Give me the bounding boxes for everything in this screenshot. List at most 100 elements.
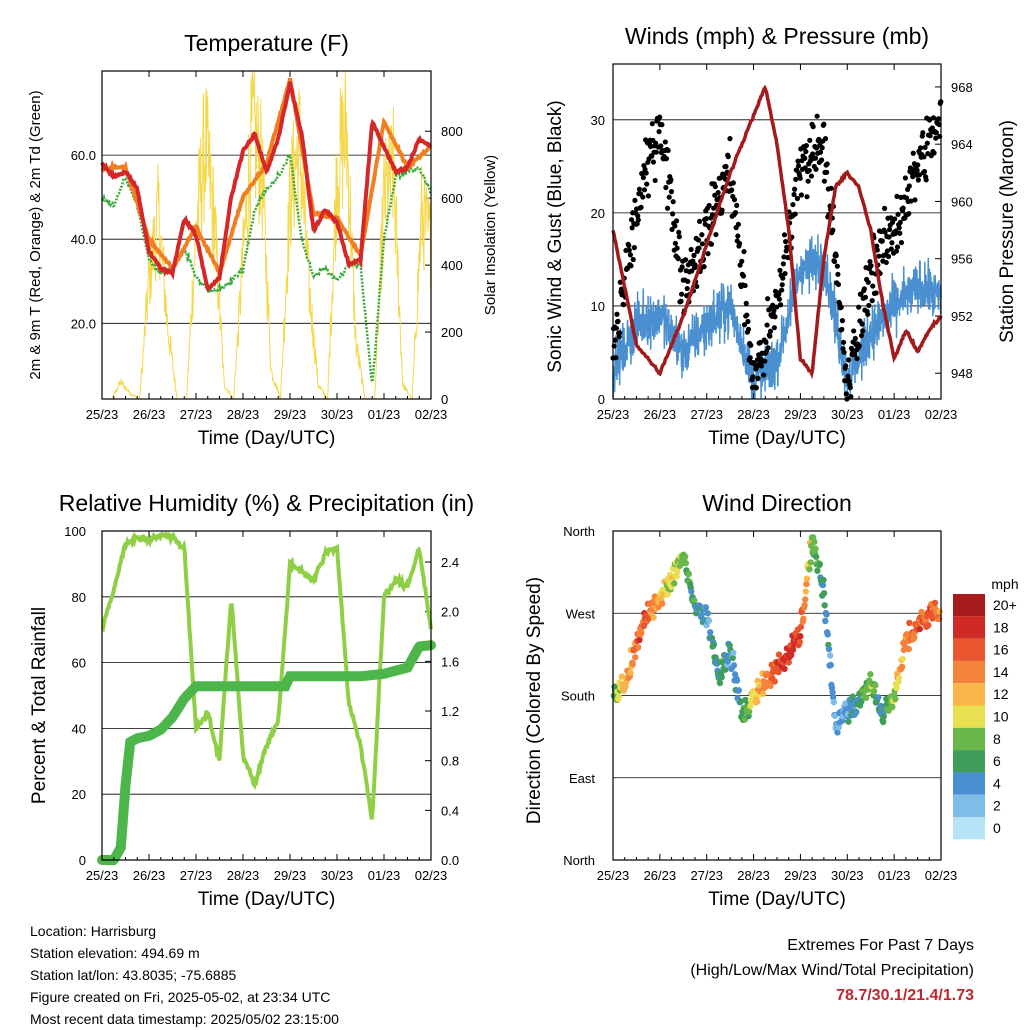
gust-point (883, 259, 889, 266)
direction-point (673, 573, 680, 580)
gust-point (668, 177, 674, 183)
gust-point (695, 237, 702, 243)
winds-ytick-right-label: 952 (951, 309, 973, 324)
gust-point (763, 339, 769, 345)
gust-point (631, 245, 637, 251)
gust-point (817, 149, 824, 155)
gust-point (771, 308, 777, 314)
gust-point (617, 330, 623, 336)
gust-point (762, 358, 768, 364)
direction-point (858, 698, 865, 705)
gust-point (690, 258, 696, 264)
gust-point (834, 263, 840, 269)
gust-point (897, 219, 903, 225)
gust-point (662, 139, 668, 145)
gust-point (860, 328, 866, 334)
gust-point (754, 363, 760, 370)
gust-point (713, 231, 719, 238)
gust-point (852, 335, 858, 342)
gust-point (734, 202, 740, 208)
speed-legend-swatch (953, 794, 985, 817)
created-text: Figure created on Fri, 2025-05-02, at 23… (30, 989, 331, 1005)
gust-point (795, 163, 802, 169)
gust-point (912, 197, 918, 203)
direction-point (650, 614, 657, 621)
gust-point (831, 258, 838, 265)
temp-ytick-label: 60.0 (71, 148, 96, 163)
gust-point (841, 349, 847, 355)
dir-ytick-label: North (563, 524, 595, 539)
gust-point (753, 385, 759, 391)
temp-ytick-label: 20.0 (71, 316, 96, 331)
direction-point (688, 588, 695, 595)
direction-point (729, 654, 736, 662)
gust-point (846, 378, 852, 384)
gust-point (613, 355, 619, 361)
gust-point (621, 302, 627, 308)
direction-point (636, 636, 643, 644)
gust-point (810, 151, 816, 157)
temp-xtick-label: 30/23 (321, 407, 354, 422)
gust-point (676, 229, 682, 235)
gust-point (641, 187, 648, 193)
gust-point (869, 270, 875, 276)
speed-legend-swatch (953, 683, 985, 706)
direction-point (627, 669, 634, 676)
gust-point (774, 304, 780, 310)
direction-point (879, 718, 887, 726)
rh-xtick-label: 02/23 (415, 868, 448, 883)
gust-point (914, 167, 920, 173)
direction-point (905, 645, 912, 653)
gust-point (812, 155, 819, 161)
direction-point (803, 575, 811, 582)
gust-point (719, 207, 725, 213)
gust-point (915, 177, 921, 183)
gust-point (873, 290, 879, 296)
gust-point (835, 271, 841, 277)
gust-point (675, 256, 681, 262)
gust-point (739, 258, 745, 264)
gust-point (828, 185, 834, 191)
gust-point (895, 211, 901, 217)
gust-point (933, 129, 939, 136)
direction-point (875, 694, 882, 701)
gust-point (743, 300, 749, 306)
gust-point (703, 216, 709, 222)
extremes-values: 78.7/30.1/21.4/1.73 (836, 987, 974, 1004)
gust-point (926, 117, 933, 123)
gust-point (852, 352, 858, 358)
gust-point (653, 149, 659, 155)
gust-point (706, 202, 712, 209)
direction-point (880, 713, 887, 720)
gust-point (856, 304, 862, 310)
gust-point (670, 199, 676, 205)
gust-point (848, 394, 854, 400)
gust-point (626, 243, 632, 249)
gust-point (835, 281, 842, 288)
gust-point (806, 167, 812, 174)
gust-point (838, 304, 844, 310)
dir-xtick-label: 29/23 (784, 868, 817, 883)
elevation-text: Station elevation: 494.69 m (30, 945, 200, 961)
speed-legend-label: 10 (993, 709, 1009, 725)
gust-point (819, 145, 825, 151)
direction-point (674, 568, 681, 575)
rh-xtick-label: 01/23 (368, 868, 401, 883)
gust-point (663, 184, 669, 191)
gust-point (906, 211, 912, 217)
gust-point (669, 226, 675, 233)
gust-point (859, 321, 865, 327)
gust-point (824, 169, 830, 175)
gust-point (795, 158, 801, 164)
gust-point (682, 257, 689, 263)
winds-xtick-label: 01/23 (878, 407, 911, 422)
gust-point (881, 205, 888, 212)
direction-point (730, 649, 737, 656)
gust-point (780, 275, 786, 281)
rh-xtick-label: 28/23 (227, 868, 260, 883)
gust-point (910, 150, 916, 156)
direction-point (722, 666, 729, 673)
direction-point (796, 638, 803, 646)
gust-point (793, 176, 799, 182)
gust-point (884, 248, 890, 254)
